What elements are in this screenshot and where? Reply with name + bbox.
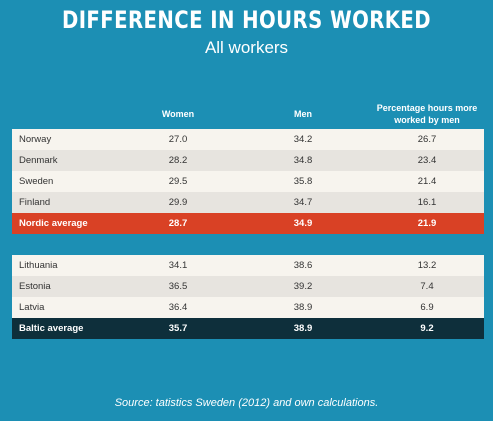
- country-cell: Latvia: [19, 302, 45, 313]
- men-cell: 38.6: [293, 260, 313, 271]
- men-cell: 38.9: [293, 302, 313, 313]
- women-cell: 29.9: [168, 197, 188, 208]
- percentage-cell: 16.1: [417, 197, 437, 208]
- women-cell: 28.7: [168, 218, 188, 229]
- country-cell: Finland: [19, 197, 51, 208]
- men-cell: 38.9: [293, 323, 313, 334]
- men-cell: 34.9: [293, 218, 313, 229]
- men-cell: 39.2: [293, 281, 313, 292]
- men-cell: 34.8: [293, 155, 313, 166]
- women-cell: 35.7: [168, 323, 188, 334]
- percentage-cell: 7.4: [420, 281, 434, 292]
- baltic-table: Lithuania 34.1 38.6 13.2 Estonia 36.5 39…: [12, 255, 484, 339]
- percentage-cell: 23.4: [417, 155, 437, 166]
- country-cell: Denmark: [19, 155, 58, 166]
- header-men: Men: [294, 109, 312, 119]
- baltic-average-row: Baltic average 35.7 38.9 9.2: [12, 318, 484, 339]
- country-cell: Estonia: [19, 281, 51, 292]
- country-cell: Sweden: [19, 176, 54, 187]
- women-cell: 34.1: [168, 260, 188, 271]
- percentage-cell: 13.2: [417, 260, 437, 271]
- country-cell: Norway: [19, 134, 52, 145]
- chart-title: DIFFERENCE IN HOURS WORKED: [61, 6, 432, 34]
- nordic-table: Norway 27.0 34.2 26.7 Denmark 28.2 34.8 …: [12, 129, 484, 234]
- women-cell: 28.2: [168, 155, 188, 166]
- percentage-cell: 21.9: [417, 218, 437, 229]
- women-cell: 36.5: [168, 281, 188, 292]
- percentage-cell: 26.7: [417, 134, 437, 145]
- men-cell: 35.8: [293, 176, 313, 187]
- table-row: Denmark 28.2 34.8 23.4: [12, 150, 484, 171]
- country-cell: Lithuania: [19, 260, 58, 271]
- average-label: Baltic average: [19, 323, 84, 334]
- women-cell: 27.0: [168, 134, 188, 145]
- source-note: Source: tatistics Sweden (2012) and own …: [114, 397, 379, 409]
- table-row: Estonia 36.5 39.2 7.4: [12, 276, 484, 297]
- average-label: Nordic average: [19, 218, 88, 229]
- header-percentage-line1: Percentage hours more: [376, 103, 478, 113]
- men-cell: 34.2: [293, 134, 313, 145]
- header-percentage-line2: worked by men: [394, 115, 460, 125]
- percentage-cell: 9.2: [420, 323, 434, 334]
- chart-subtitle: All workers: [204, 38, 289, 57]
- table-row: Lithuania 34.1 38.6 13.2: [12, 255, 484, 276]
- table-row: Norway 27.0 34.2 26.7: [12, 129, 484, 150]
- percentage-cell: 21.4: [417, 176, 437, 187]
- table-row: Sweden 29.5 35.8 21.4: [12, 171, 484, 192]
- table-row: Latvia 36.4 38.9 6.9: [12, 297, 484, 318]
- men-cell: 34.7: [293, 197, 313, 208]
- percentage-cell: 6.9: [420, 302, 434, 313]
- nordic-average-row: Nordic average 28.7 34.9 21.9: [12, 213, 484, 234]
- women-cell: 36.4: [168, 302, 188, 313]
- header-percentage: Percentage hours more worked by men: [370, 100, 484, 128]
- table-row: Finland 29.9 34.7 16.1: [12, 192, 484, 213]
- women-cell: 29.5: [168, 176, 188, 187]
- header-women: Women: [161, 109, 195, 119]
